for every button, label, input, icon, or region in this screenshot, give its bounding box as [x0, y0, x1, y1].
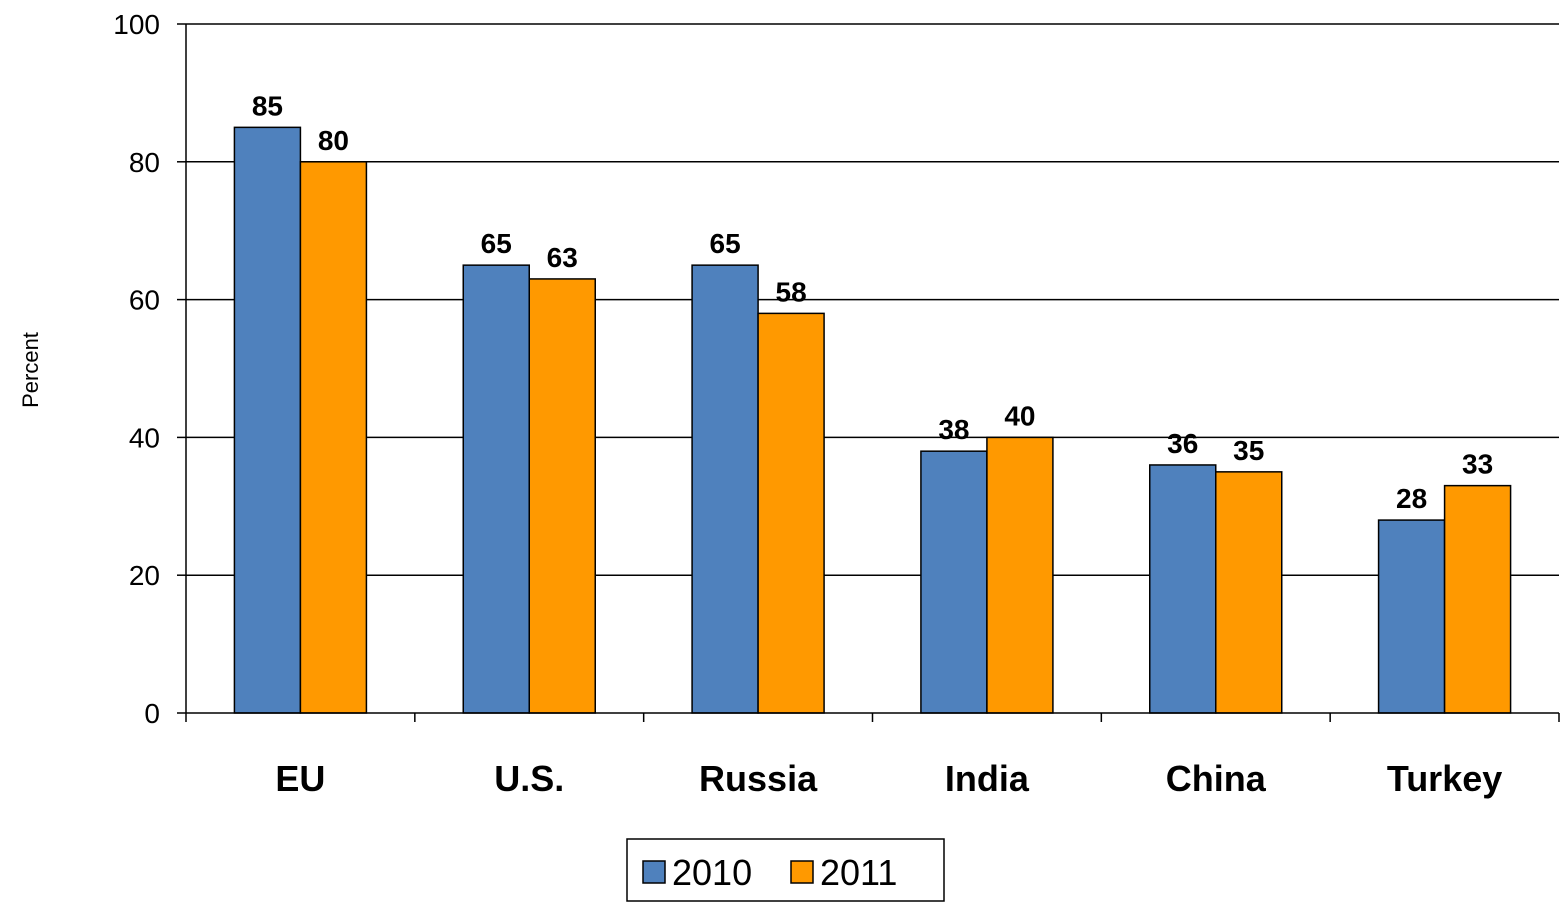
x-tick-label-china: China: [1166, 758, 1267, 799]
y-tick-label-40: 40: [129, 422, 160, 453]
bar-eu-2011: [299, 161, 368, 714]
bar-u-s-2011: [528, 278, 596, 714]
x-tick-label-eu: EU: [275, 758, 325, 799]
data-label-india-2011: 40: [1004, 400, 1035, 431]
bar-china-2011: [1215, 471, 1283, 714]
data-label-russia-2010: 65: [710, 228, 741, 259]
y-tick-label-20: 20: [129, 560, 160, 591]
x-tick-label-russia: Russia: [699, 758, 818, 799]
x-tick-label-india: India: [945, 758, 1030, 799]
data-label-russia-2011: 58: [776, 276, 807, 307]
legend-swatch-2010: [642, 860, 666, 884]
y-tick-label-100: 100: [113, 9, 160, 40]
data-label-china-2010: 36: [1167, 428, 1198, 459]
bar-turkey-2011: [1443, 484, 1512, 714]
gridlines: [186, 23, 1559, 576]
bar-russia-2011: [757, 312, 825, 714]
x-tick-label-u-s: U.S.: [494, 758, 564, 799]
legend-label-2010: 2010: [672, 852, 752, 893]
bar-india-2010: [920, 450, 988, 714]
bar-eu-2010: [233, 126, 302, 714]
bar-russia-2010: [691, 264, 759, 714]
legend-label-2011: 2011: [820, 852, 897, 893]
data-label-india-2010: 38: [938, 414, 969, 445]
data-label-eu-2011: 80: [318, 125, 349, 156]
axes: 0 20 40 60 80 100 EU U.S. Russia India China Turkey: [113, 9, 1560, 799]
data-label-turkey-2011: 33: [1462, 449, 1493, 480]
bars: [233, 126, 1512, 714]
data-label-turkey-2010: 28: [1396, 483, 1427, 514]
legend: 2010 2011: [626, 838, 945, 902]
x-tick-label-turkey: Turkey: [1387, 758, 1502, 799]
y-tick-label-0: 0: [144, 698, 160, 729]
y-tick-label-80: 80: [129, 147, 160, 178]
legend-box: [626, 838, 945, 902]
bar-india-2011: [986, 436, 1054, 714]
bar-china-2010: [1149, 464, 1217, 714]
y-tick-label-60: 60: [129, 285, 160, 316]
legend-swatch-2011: [790, 860, 814, 884]
data-labels: 85 80 65 63 65 58 38 40 36 35 28 33: [252, 90, 1493, 514]
data-label-u-s-2010: 65: [481, 228, 512, 259]
data-label-u-s-2011: 63: [547, 242, 578, 273]
bar-turkey-2010: [1377, 519, 1446, 714]
y-axis-label: Percent: [18, 332, 43, 408]
bar-u-s-2010: [462, 264, 530, 714]
data-label-china-2011: 35: [1233, 435, 1264, 466]
data-label-eu-2010: 85: [252, 90, 283, 121]
